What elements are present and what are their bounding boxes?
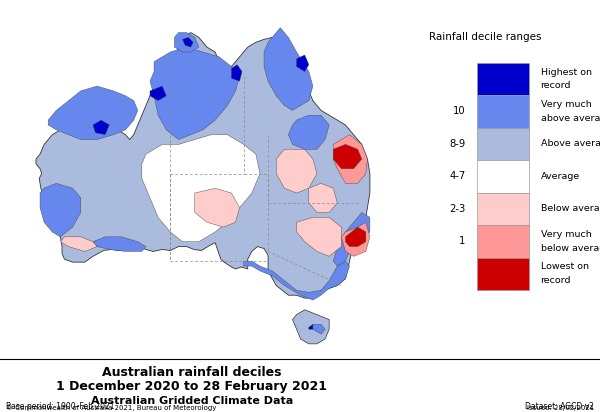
Text: Average: Average (541, 172, 580, 181)
Text: Highest on: Highest on (541, 68, 592, 77)
Polygon shape (182, 37, 193, 47)
Polygon shape (333, 145, 362, 169)
Polygon shape (264, 28, 313, 110)
Text: Very much: Very much (541, 100, 592, 109)
Text: Issued: 28/02/2021: Issued: 28/02/2021 (527, 405, 594, 411)
Text: Above average: Above average (541, 139, 600, 148)
Polygon shape (40, 183, 81, 237)
Polygon shape (293, 310, 329, 344)
Polygon shape (296, 55, 309, 71)
Bar (477, 160, 529, 193)
Bar (477, 225, 529, 258)
Text: Very much: Very much (541, 230, 592, 239)
Text: Below average: Below average (541, 204, 600, 213)
Text: Dataset: AGCD v2: Dataset: AGCD v2 (525, 402, 594, 411)
Bar (477, 95, 529, 128)
Text: © Commonwealth of Australia 2021, Bureau of Meteorology: © Commonwealth of Australia 2021, Bureau… (6, 404, 217, 411)
Text: Australian rainfall deciles: Australian rainfall deciles (102, 366, 282, 379)
Polygon shape (333, 213, 370, 266)
Polygon shape (36, 33, 370, 298)
Polygon shape (346, 227, 366, 246)
Bar (477, 128, 529, 160)
Bar (477, 258, 529, 290)
Text: Australian Gridded Climate Data: Australian Gridded Climate Data (91, 396, 293, 406)
Text: 10: 10 (453, 106, 466, 117)
Polygon shape (276, 149, 317, 193)
Text: below average: below average (541, 243, 600, 253)
Polygon shape (333, 135, 367, 183)
Text: 2-3: 2-3 (449, 204, 466, 214)
Bar (477, 193, 529, 225)
Polygon shape (93, 120, 109, 135)
Polygon shape (61, 237, 97, 251)
Polygon shape (313, 324, 325, 334)
Text: Base period: 1900–Feb 2021: Base period: 1900–Feb 2021 (6, 402, 115, 411)
Polygon shape (93, 237, 146, 251)
Polygon shape (195, 188, 239, 227)
Text: 1 December 2020 to 28 February 2021: 1 December 2020 to 28 February 2021 (56, 380, 328, 393)
Text: Lowest on: Lowest on (541, 262, 589, 272)
Polygon shape (150, 86, 166, 101)
Polygon shape (244, 261, 350, 300)
Polygon shape (48, 86, 138, 140)
Text: record: record (541, 81, 571, 90)
Text: record: record (541, 276, 571, 285)
Polygon shape (341, 222, 370, 256)
Polygon shape (296, 218, 341, 256)
Text: 4-7: 4-7 (449, 171, 466, 181)
Text: above average: above average (541, 114, 600, 123)
Bar (477, 63, 529, 95)
Text: 1: 1 (459, 236, 466, 246)
Polygon shape (232, 65, 242, 81)
Polygon shape (175, 33, 199, 52)
Polygon shape (150, 47, 239, 140)
Polygon shape (142, 135, 260, 242)
Text: Rainfall decile ranges: Rainfall decile ranges (429, 32, 541, 42)
Polygon shape (309, 183, 337, 213)
Polygon shape (289, 115, 329, 149)
Polygon shape (309, 324, 313, 329)
Text: 8-9: 8-9 (449, 139, 466, 149)
